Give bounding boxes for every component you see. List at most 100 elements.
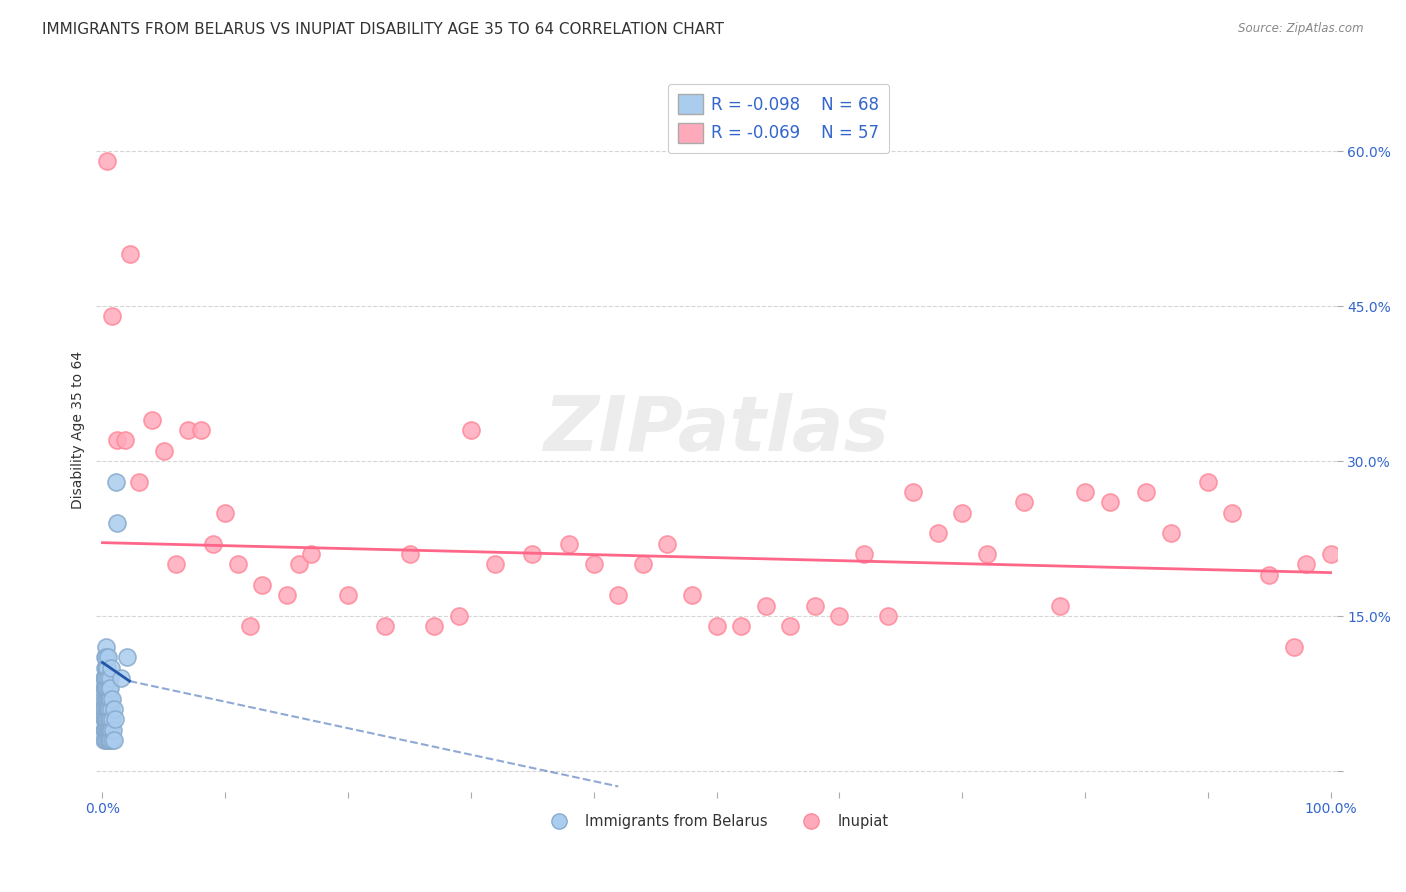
- Y-axis label: Disability Age 35 to 64: Disability Age 35 to 64: [72, 351, 86, 509]
- Point: [1295, 558, 1317, 572]
- Point: [96, 681, 118, 696]
- Point: [374, 619, 396, 633]
- Point: [96, 702, 118, 716]
- Point: [96, 712, 118, 726]
- Point: [105, 434, 128, 448]
- Point: [97, 702, 120, 716]
- Point: [94, 702, 117, 716]
- Point: [337, 588, 360, 602]
- Point: [93, 671, 115, 685]
- Point: [202, 537, 225, 551]
- Point: [94, 733, 117, 747]
- Point: [94, 660, 117, 674]
- Point: [96, 154, 118, 169]
- Point: [239, 619, 262, 633]
- Point: [398, 547, 420, 561]
- Point: [93, 681, 115, 696]
- Point: [97, 723, 120, 737]
- Point: [96, 723, 118, 737]
- Point: [96, 660, 118, 674]
- Point: [1049, 599, 1071, 613]
- Point: [115, 650, 138, 665]
- Point: [803, 599, 825, 613]
- Point: [976, 547, 998, 561]
- Point: [96, 733, 118, 747]
- Point: [96, 650, 118, 665]
- Point: [681, 588, 703, 602]
- Point: [104, 712, 127, 726]
- Point: [98, 702, 121, 716]
- Point: [97, 733, 120, 747]
- Point: [288, 558, 311, 572]
- Point: [96, 723, 118, 737]
- Text: Source: ZipAtlas.com: Source: ZipAtlas.com: [1239, 22, 1364, 36]
- Point: [91, 691, 114, 706]
- Point: [97, 712, 120, 726]
- Point: [97, 650, 120, 665]
- Point: [190, 423, 212, 437]
- Point: [97, 671, 120, 685]
- Point: [927, 526, 949, 541]
- Point: [1135, 485, 1157, 500]
- Point: [100, 712, 122, 726]
- Point: [447, 609, 470, 624]
- Point: [1098, 495, 1121, 509]
- Point: [98, 712, 121, 726]
- Point: [423, 619, 446, 633]
- Text: ZIPatlas: ZIPatlas: [544, 393, 890, 467]
- Point: [94, 681, 117, 696]
- Point: [101, 723, 124, 737]
- Point: [93, 702, 115, 716]
- Point: [93, 702, 115, 716]
- Point: [96, 671, 118, 685]
- Point: [1319, 547, 1341, 561]
- Point: [96, 702, 118, 716]
- Point: [94, 712, 117, 726]
- Point: [177, 423, 200, 437]
- Point: [103, 702, 125, 716]
- Point: [94, 691, 117, 706]
- Point: [94, 691, 117, 706]
- Point: [96, 712, 118, 726]
- Point: [100, 702, 122, 716]
- Point: [607, 588, 630, 602]
- Text: IMMIGRANTS FROM BELARUS VS INUPIAT DISABILITY AGE 35 TO 64 CORRELATION CHART: IMMIGRANTS FROM BELARUS VS INUPIAT DISAB…: [42, 22, 724, 37]
- Point: [101, 310, 124, 324]
- Point: [1160, 526, 1182, 541]
- Point: [118, 247, 141, 261]
- Point: [1220, 506, 1243, 520]
- Point: [98, 733, 121, 747]
- Point: [105, 516, 128, 530]
- Point: [522, 547, 544, 561]
- Point: [226, 558, 249, 572]
- Point: [877, 609, 900, 624]
- Point: [1282, 640, 1305, 654]
- Point: [100, 723, 122, 737]
- Point: [97, 691, 120, 706]
- Point: [460, 423, 482, 437]
- Point: [631, 558, 654, 572]
- Point: [1197, 475, 1219, 489]
- Point: [1258, 567, 1281, 582]
- Point: [128, 475, 150, 489]
- Point: [250, 578, 273, 592]
- Point: [97, 681, 120, 696]
- Point: [1012, 495, 1035, 509]
- Point: [299, 547, 322, 561]
- Point: [1074, 485, 1097, 500]
- Point: [98, 733, 121, 747]
- Point: [98, 691, 121, 706]
- Point: [100, 733, 122, 747]
- Point: [153, 443, 176, 458]
- Legend: Immigrants from Belarus, Inupiat: Immigrants from Belarus, Inupiat: [538, 808, 894, 835]
- Point: [852, 547, 875, 561]
- Point: [141, 413, 163, 427]
- Point: [755, 599, 778, 613]
- Point: [94, 640, 117, 654]
- Point: [101, 712, 124, 726]
- Point: [110, 671, 132, 685]
- Point: [484, 558, 506, 572]
- Point: [97, 691, 120, 706]
- Point: [94, 723, 117, 737]
- Point: [214, 506, 236, 520]
